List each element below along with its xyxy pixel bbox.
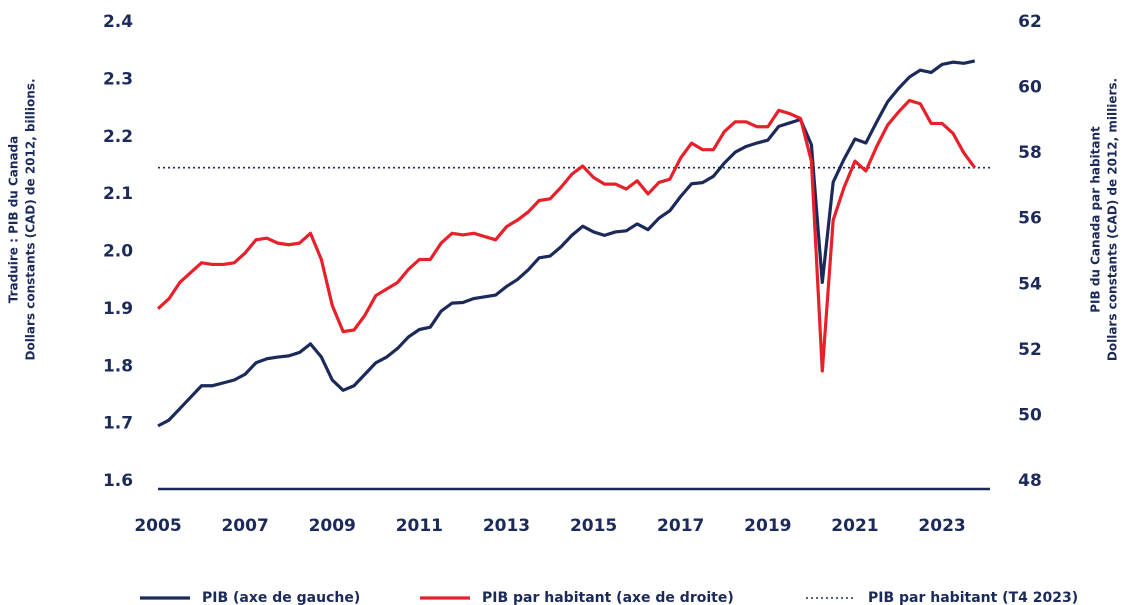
y-tick-label: 2.0 bbox=[103, 242, 133, 262]
x-tick-label: 2019 bbox=[744, 516, 791, 536]
y-tick-label: 1.8 bbox=[103, 356, 133, 376]
y2-tick-label: 56 bbox=[1018, 209, 1042, 229]
y2-tick-label: 48 bbox=[1018, 471, 1042, 491]
axis-title: Traduire : PIB du Canada bbox=[7, 136, 21, 303]
series-line bbox=[156, 98, 977, 373]
y2-tick-label: 62 bbox=[1018, 12, 1042, 32]
x-tick-label: 2023 bbox=[918, 516, 965, 536]
axis-title: PIB du Canada par habitant bbox=[1089, 126, 1103, 313]
axis-title: Dollars constants (CAD) de 2012, millier… bbox=[1106, 78, 1120, 361]
x-tick-label: 2005 bbox=[134, 516, 181, 536]
legend-label: PIB (axe de gauche) bbox=[202, 590, 360, 605]
x-tick-label: 2015 bbox=[570, 516, 617, 536]
y2-tick-label: 52 bbox=[1018, 340, 1042, 360]
y2-tick-label: 58 bbox=[1018, 143, 1042, 163]
axis-title: Dollars constants (CAD) de 2012, billion… bbox=[24, 78, 38, 360]
y-tick-label: 2.2 bbox=[103, 127, 133, 147]
x-tick-label: 2009 bbox=[309, 516, 356, 536]
x-tick-label: 2007 bbox=[221, 516, 268, 536]
y-tick-label: 2.4 bbox=[103, 12, 133, 32]
y2-tick-label: 50 bbox=[1018, 405, 1042, 425]
y2-tick-label: 60 bbox=[1018, 78, 1042, 98]
y-tick-label: 1.6 bbox=[103, 471, 133, 491]
series-line bbox=[157, 59, 976, 428]
legend-label: PIB par habitant (T4 2023) bbox=[868, 590, 1078, 605]
y-tick-label: 2.3 bbox=[103, 69, 133, 89]
x-tick-label: 2021 bbox=[831, 516, 878, 536]
y-tick-label: 1.9 bbox=[103, 299, 133, 319]
legend-label: PIB par habitant (axe de droite) bbox=[482, 590, 734, 605]
x-tick-label: 2013 bbox=[483, 516, 530, 536]
y-tick-label: 2.1 bbox=[103, 184, 133, 204]
y2-tick-label: 54 bbox=[1018, 274, 1042, 294]
x-tick-label: 2017 bbox=[657, 516, 704, 536]
x-tick-label: 2011 bbox=[396, 516, 443, 536]
y-tick-label: 1.7 bbox=[103, 414, 133, 434]
